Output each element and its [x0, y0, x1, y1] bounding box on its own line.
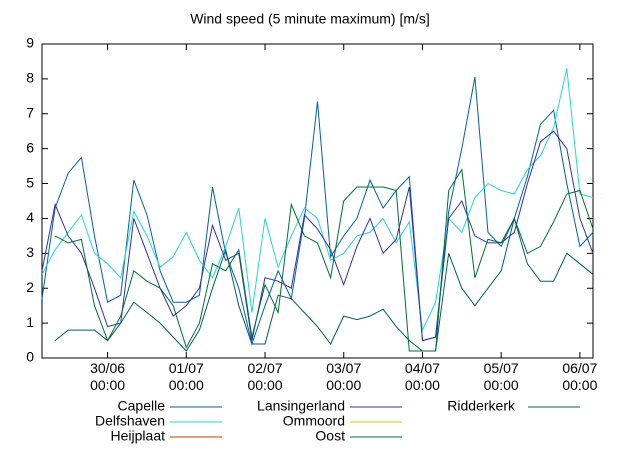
series-line [54, 168, 594, 352]
x-tick-label: 30/06 00:00 [90, 360, 126, 393]
series-line [41, 68, 594, 332]
chart-title: Wind speed (5 minute maximum) [m/s] [190, 11, 430, 27]
legend-label: Lansingerland [257, 398, 345, 414]
legend-label: Ridderkerk [447, 398, 516, 414]
y-tick-label: 5 [26, 174, 34, 190]
y-tick-label: 7 [26, 104, 34, 120]
series-line [54, 216, 594, 352]
series-line [41, 77, 594, 346]
y-tick-label: 0 [26, 349, 34, 365]
legend-label: Oost [315, 428, 345, 444]
y-tick-label: 6 [26, 139, 34, 155]
legend-label: Delfshaven [95, 413, 165, 429]
x-tick-label: 04/07 00:00 [404, 360, 440, 393]
y-tick-label: 8 [26, 70, 34, 86]
y-tick-label: 1 [26, 314, 34, 330]
x-tick-label: 02/07 00:00 [247, 360, 283, 393]
legend-label: Capelle [118, 398, 166, 414]
x-tick-label: 01/07 00:00 [168, 360, 204, 393]
legend-label: Ommoord [283, 413, 345, 429]
x-tick-label: 05/07 00:00 [483, 360, 519, 393]
x-tick-label: 03/07 00:00 [326, 360, 362, 393]
y-tick-label: 4 [26, 209, 34, 225]
plot-frame [41, 43, 594, 359]
y-tick-label: 3 [26, 244, 34, 260]
y-tick-label: 2 [26, 279, 34, 295]
y-tick-label: 9 [26, 35, 34, 51]
x-tick-label: 06/07 00:00 [562, 360, 598, 393]
legend-label: Heijplaat [111, 428, 166, 444]
